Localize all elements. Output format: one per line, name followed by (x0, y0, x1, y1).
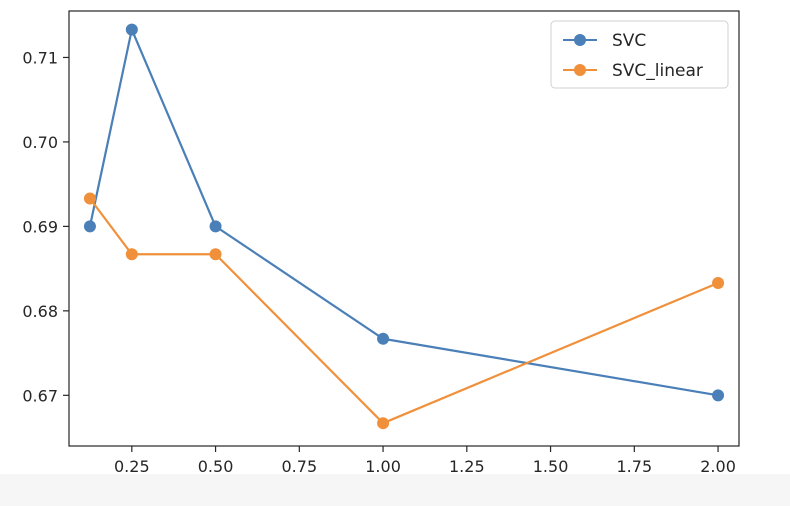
data-point-svc (125, 23, 138, 36)
legend-marker-svc (574, 34, 586, 46)
x-tick-label: 2.00 (700, 457, 736, 476)
y-tick-label: 0.71 (22, 48, 58, 67)
y-tick-label: 0.69 (22, 217, 58, 236)
data-point-svc-linear (377, 417, 390, 430)
y-tick-label: 0.67 (22, 386, 58, 405)
data-point-svc-linear (209, 248, 222, 261)
legend: SVC SVC_linear (550, 20, 729, 89)
x-tick-label: 1.75 (617, 457, 653, 476)
data-point-svc-linear (83, 192, 96, 205)
legend-marker-svc-linear (574, 64, 586, 76)
y-tick-label: 0.68 (22, 302, 58, 321)
data-point-svc (83, 220, 96, 233)
legend-box (550, 20, 729, 89)
data-point-svc (377, 332, 390, 345)
x-tick-label: 0.75 (282, 457, 318, 476)
series-layer (83, 23, 725, 430)
legend-label-svc-linear: SVC_linear (612, 61, 703, 81)
y-tick-label: 0.70 (22, 133, 58, 152)
data-point-svc (209, 220, 222, 233)
x-tick-label: 0.25 (114, 457, 150, 476)
x-tick-label: 1.00 (365, 457, 401, 476)
data-point-svc-linear (125, 248, 138, 261)
y-axis: 0.67 0.68 0.69 0.70 0.71 (22, 48, 69, 405)
bottom-band (0, 474, 790, 506)
x-tick-label: 1.50 (533, 457, 569, 476)
x-axis: 0.25 0.50 0.75 1.00 1.25 1.50 1.75 2.00 (114, 446, 736, 476)
x-tick-label: 1.25 (449, 457, 485, 476)
data-point-svc (712, 389, 725, 402)
data-point-svc-linear (712, 276, 725, 289)
legend-label-svc: SVC (612, 31, 646, 51)
x-tick-label: 0.50 (198, 457, 234, 476)
